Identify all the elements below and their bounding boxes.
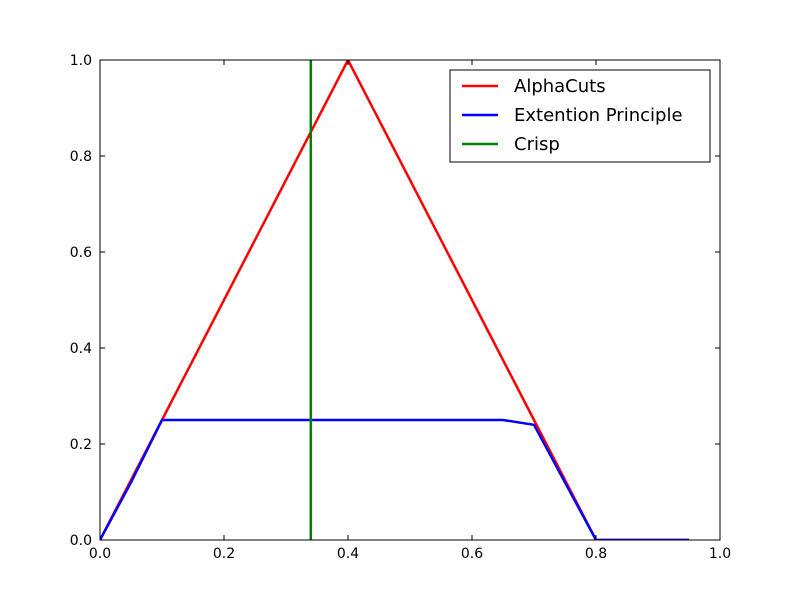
y-tick-label: 0.2 [70,437,92,453]
legend-label-alphacuts: AlphaCuts [514,76,606,97]
legend-entry-extention-principle: Extention Principle [462,105,683,126]
plot-frame [99,59,721,541]
y-tick-label: 0.0 [70,533,92,549]
legend-entry-alphacuts: AlphaCuts [462,76,606,97]
y-tick-label: 0.8 [70,149,92,165]
y-tick-label: 0.6 [70,245,92,261]
series-line-extention-principle [100,418,689,540]
x-tick-label: 0.2 [213,546,235,562]
y-tick-label: 0.4 [70,341,92,357]
x-tick-label: 0.8 [585,546,607,562]
legend-entry-crisp: Crisp [462,134,560,155]
legend: AlphaCuts Extention Principle Crisp [449,69,711,163]
series-layer [100,60,689,540]
x-tick-label: 0.6 [461,546,483,562]
x-tick-label: 1.0 [709,546,731,562]
ticks-layer: 0.0 0.2 0.4 0.6 0.8 1.0 0.0 0.2 0.4 0.6 0.8 1.0 [70,53,731,562]
legend-label-extention-principle: Extention Principle [514,105,683,126]
x-tick-label: 0.4 [337,546,359,562]
x-tick-label: 0.0 [89,546,111,562]
y-tick-label: 1.0 [70,53,92,69]
legend-label-crisp: Crisp [514,134,560,155]
